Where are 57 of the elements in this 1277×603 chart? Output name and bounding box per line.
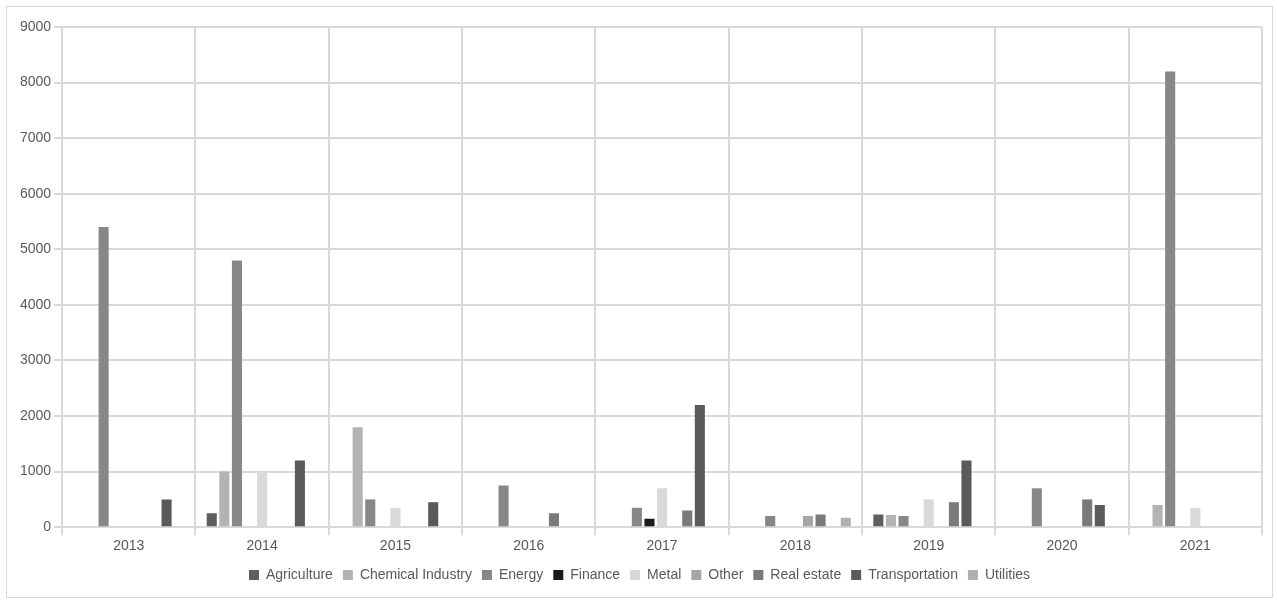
bar	[294, 460, 305, 527]
x-tick-label: 2021	[1179, 537, 1212, 554]
x-tick-label: 2013	[113, 537, 145, 554]
y-tick-label: 4000	[19, 295, 52, 312]
y-tick-label: 6000	[19, 184, 52, 201]
bar	[1094, 504, 1105, 527]
bar	[1082, 499, 1093, 527]
x-tick-label: 2018	[779, 537, 812, 554]
y-tick-label: 8000	[19, 73, 52, 90]
bar	[98, 227, 109, 527]
bar	[873, 514, 884, 527]
bar	[765, 516, 776, 527]
x-tick-label: 2017	[646, 537, 678, 554]
bar	[161, 499, 172, 527]
bar	[815, 514, 826, 527]
y-tick-label: 9000	[19, 17, 52, 34]
bar	[644, 518, 655, 527]
bar	[898, 516, 909, 527]
y-tick-label: 1000	[19, 462, 52, 479]
bar	[802, 516, 814, 527]
bar	[840, 517, 851, 527]
legend-label: Agriculture	[265, 565, 334, 582]
legend-label: Real estate	[770, 565, 842, 582]
bar	[682, 510, 693, 527]
y-tick-label: 7000	[19, 129, 52, 146]
legend-label: Energy	[498, 565, 544, 582]
y-tick-label: 2000	[19, 406, 52, 423]
y-tick-label: 5000	[19, 240, 52, 257]
x-tick-label: 2016	[513, 537, 545, 554]
bar	[548, 513, 559, 527]
bar	[1152, 504, 1163, 527]
x-tick-label: 2014	[246, 537, 278, 554]
legend-label: Chemical Industry	[359, 565, 472, 582]
bar	[231, 260, 242, 527]
bar	[428, 502, 439, 527]
legend-label: Utilities	[984, 565, 1031, 582]
bar	[631, 507, 642, 527]
bar	[206, 513, 217, 527]
bar	[948, 502, 959, 527]
legend-label: Metal	[647, 565, 682, 582]
legend-label: Other	[708, 565, 744, 582]
x-tick-label: 2019	[913, 537, 945, 554]
bar	[365, 499, 376, 527]
x-tick-label: 2020	[1046, 537, 1078, 554]
bar	[885, 514, 896, 527]
x-tick-label: 2015	[379, 537, 412, 554]
bar	[219, 471, 230, 527]
legend-label: Transportation	[868, 565, 958, 582]
bar	[1031, 488, 1042, 527]
y-tick-label: 0	[43, 518, 52, 535]
bar	[352, 427, 363, 527]
bar	[694, 404, 705, 527]
legend-label: Finance	[570, 565, 621, 582]
y-tick-label: 3000	[19, 351, 52, 368]
bar	[1165, 71, 1176, 527]
bar	[498, 485, 509, 527]
bar	[961, 460, 972, 527]
